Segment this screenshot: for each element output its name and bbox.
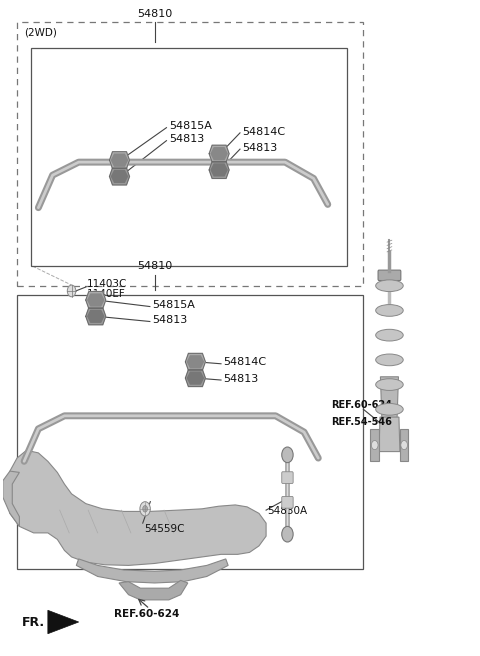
Text: 1140EF: 1140EF [87, 289, 126, 298]
Ellipse shape [376, 280, 403, 291]
Polygon shape [379, 417, 400, 451]
Text: 54815A: 54815A [169, 121, 212, 131]
Text: (2WD): (2WD) [24, 28, 57, 37]
Polygon shape [109, 168, 130, 185]
Polygon shape [209, 161, 229, 178]
Text: FR.: FR. [22, 615, 45, 628]
Ellipse shape [376, 403, 403, 415]
Polygon shape [3, 471, 19, 526]
Polygon shape [211, 148, 227, 159]
Polygon shape [109, 152, 130, 169]
Text: 54813: 54813 [242, 143, 277, 153]
Polygon shape [187, 356, 204, 368]
Ellipse shape [376, 354, 403, 366]
Text: 54559C: 54559C [144, 524, 185, 535]
Circle shape [282, 447, 293, 462]
Text: 54810: 54810 [137, 261, 172, 272]
FancyBboxPatch shape [378, 270, 401, 281]
Ellipse shape [376, 304, 403, 316]
Polygon shape [8, 450, 266, 565]
Circle shape [140, 502, 150, 516]
Polygon shape [76, 559, 228, 583]
Text: REF.54-546: REF.54-546 [332, 417, 393, 427]
Polygon shape [86, 291, 106, 308]
Polygon shape [119, 581, 188, 600]
Circle shape [401, 441, 408, 449]
Polygon shape [111, 171, 128, 182]
Polygon shape [211, 164, 227, 176]
Text: 54814C: 54814C [242, 127, 286, 136]
Text: 54830A: 54830A [267, 506, 308, 516]
Circle shape [372, 441, 378, 449]
Ellipse shape [376, 379, 403, 390]
Text: 54815A: 54815A [152, 300, 195, 310]
FancyBboxPatch shape [282, 472, 293, 483]
Circle shape [143, 506, 147, 512]
Text: 54813: 54813 [223, 374, 259, 384]
Polygon shape [209, 145, 229, 162]
Text: 54813: 54813 [169, 134, 204, 144]
Polygon shape [185, 369, 205, 386]
Text: 11403C: 11403C [87, 279, 128, 289]
Polygon shape [88, 294, 104, 306]
Circle shape [282, 526, 293, 542]
Text: REF.60-624: REF.60-624 [332, 400, 393, 410]
Polygon shape [185, 354, 205, 370]
Circle shape [67, 285, 76, 297]
Polygon shape [111, 154, 128, 166]
Polygon shape [400, 429, 408, 461]
Bar [17, 295, 363, 569]
Bar [17, 22, 363, 286]
Polygon shape [88, 310, 104, 322]
Text: 54814C: 54814C [223, 358, 266, 367]
FancyBboxPatch shape [282, 497, 293, 508]
Text: 54810: 54810 [137, 9, 172, 19]
Polygon shape [371, 429, 379, 461]
Polygon shape [381, 377, 398, 419]
Text: 54813: 54813 [152, 315, 188, 325]
Text: REF.60-624: REF.60-624 [114, 609, 180, 619]
Polygon shape [48, 610, 79, 634]
Polygon shape [86, 308, 106, 325]
Ellipse shape [376, 329, 403, 341]
Bar [31, 49, 347, 266]
Polygon shape [187, 372, 204, 384]
